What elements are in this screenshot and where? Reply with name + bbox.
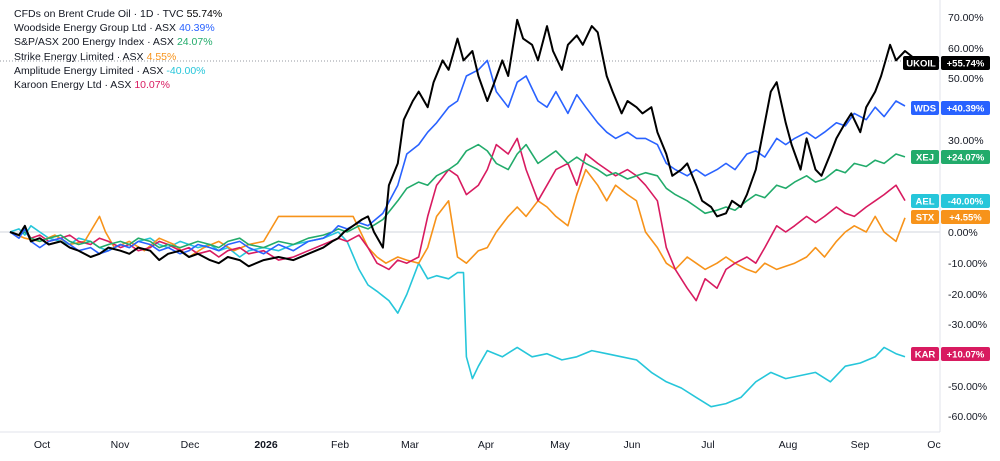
badge-ticker-box	[911, 210, 939, 224]
y-tick-label: 60.00%	[948, 43, 984, 55]
x-tick-label: Dec	[181, 439, 200, 451]
badge-ael: AEL -40.00%	[911, 194, 990, 208]
series-line-ukoil	[9, 18, 915, 268]
legend-item-xej[interactable]: S&P/ASX 200 Energy Index · ASX 24.07%	[14, 35, 222, 49]
badge-ticker-box	[911, 347, 939, 361]
badge-xej: XEJ +24.07%	[911, 150, 990, 164]
legend-name: S&P/ASX 200 Energy Index · ASX	[14, 36, 174, 49]
badge-value-box	[941, 210, 990, 224]
badge-value-label: -40.00%	[948, 197, 984, 208]
legend-item-kar[interactable]: Karoon Energy Ltd · ASX 10.07%	[14, 78, 222, 92]
legend-item-ael[interactable]: Amplitude Energy Limited · ASX -40.00%	[14, 64, 222, 78]
badge-ticker-label: WDS	[914, 104, 936, 115]
legend-value: 4.55%	[146, 50, 177, 63]
badge-wds: WDS +40.39%	[911, 101, 990, 115]
y-tick-label: -20.00%	[948, 289, 987, 301]
legend-name: Amplitude Energy Limited · ASX	[14, 64, 164, 77]
series-line-stx	[9, 168, 906, 274]
legend-value: 40.39%	[179, 22, 215, 35]
legend-value: 10.07%	[134, 79, 170, 92]
x-tick-label: Jul	[701, 439, 714, 451]
y-tick-label: 30.00%	[948, 135, 984, 147]
badge-kar: KAR +10.07%	[911, 347, 990, 361]
legend-value: 55.74%	[186, 8, 223, 20]
y-tick-label: 70.00%	[948, 12, 984, 24]
legend: CFDs on Brent Crude Oil · 1D · TVC 55.74%…	[14, 7, 222, 92]
badge-ticker-label: KAR	[915, 350, 936, 361]
badge-value-box	[941, 56, 990, 70]
legend-item-wds[interactable]: Woodside Energy Group Ltd · ASX 40.39%	[14, 21, 222, 35]
x-tick-label: Mar	[401, 439, 420, 451]
badge-ticker-label: XEJ	[916, 153, 934, 164]
badge-ukoil: UKOIL +55.74%	[903, 56, 990, 70]
legend-value: 24.07%	[176, 36, 213, 49]
y-tick-label: -10.00%	[948, 258, 987, 270]
badge-value-label: +4.55%	[949, 213, 982, 224]
badge-ticker-box	[911, 194, 939, 208]
x-tick-label: Apr	[478, 439, 495, 451]
badge-ticker-box	[911, 150, 939, 164]
legend-item-stx[interactable]: Strike Energy Limited · ASX 4.55%	[14, 50, 222, 64]
legend-name: CFDs on Brent Crude Oil · 1D · TVC	[14, 8, 184, 20]
series-layer	[9, 18, 915, 408]
y-tick-label: -30.00%	[948, 319, 987, 331]
legend-item-ukoil[interactable]: CFDs on Brent Crude Oil · 1D · TVC 55.74%	[14, 7, 222, 21]
y-tick-label: 0.00%	[948, 227, 978, 239]
badge-value-label: +40.39%	[947, 104, 985, 115]
y-tick-label: -60.00%	[948, 411, 987, 423]
series-line-xej	[9, 143, 906, 249]
x-tick-label: Aug	[779, 439, 798, 451]
badge-ticker-box	[911, 101, 939, 115]
badge-value-box	[941, 150, 990, 164]
badge-value-label: +10.07%	[947, 350, 985, 361]
x-tick-label: May	[550, 439, 571, 451]
x-tick-label: Nov	[111, 439, 130, 451]
badge-value-label: +55.74%	[947, 59, 985, 70]
x-tick-label: Sep	[851, 439, 870, 451]
x-tick-label: Feb	[331, 439, 349, 451]
badge-ticker-box	[903, 56, 939, 70]
badge-stx: STX +4.55%	[911, 210, 990, 224]
y-tick-label: -50.00%	[948, 381, 987, 393]
badge-ticker-label: AEL	[916, 197, 935, 208]
x-tick-label: Jun	[624, 439, 641, 451]
legend-name: Woodside Energy Group Ltd · ASX	[14, 22, 177, 35]
legend-value: -40.00%	[166, 64, 206, 77]
price-badges: UKOIL +55.74% WDS +40.39% XEJ +24.07% STX +4.55…	[903, 56, 990, 361]
badge-value-box	[941, 347, 990, 361]
legend-name: Karoon Energy Ltd · ASX	[14, 79, 132, 92]
legend-name: Strike Energy Limited · ASX	[14, 50, 144, 63]
y-axis[interactable]: 70.00% 60.00% 50.00% 30.00% 0.00% -10.00% -20.…	[948, 12, 987, 423]
badge-value-box	[941, 194, 990, 208]
badge-ticker-label: UKOIL	[906, 59, 936, 70]
x-tick-label: Oc	[927, 439, 940, 451]
badge-ticker-label: STX	[916, 213, 935, 224]
badge-value-label: +24.07%	[947, 153, 985, 164]
x-tick-label: 2026	[254, 439, 278, 451]
x-tick-label: Oct	[34, 439, 50, 451]
y-tick-label: 50.00%	[948, 73, 984, 85]
badge-value-box	[941, 101, 990, 115]
x-axis[interactable]: Oct Nov Dec 2026 Feb Mar Apr May Jun Jul Aug Sep Oc	[34, 439, 941, 451]
